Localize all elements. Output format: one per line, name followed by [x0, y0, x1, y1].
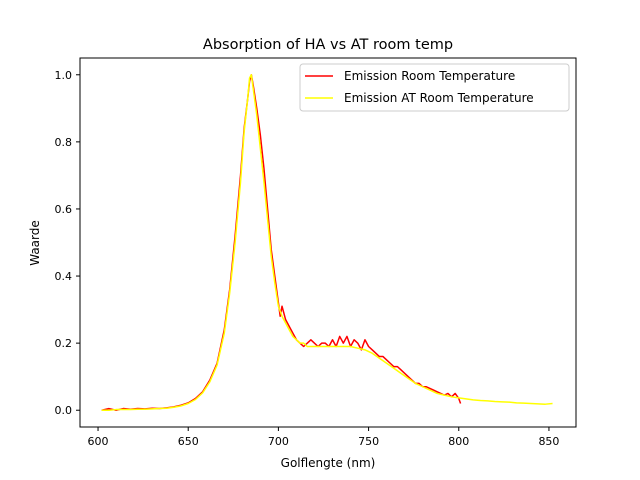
x-tick-label: 850	[538, 435, 559, 448]
x-axis-label: Golflengte (nm)	[281, 456, 376, 470]
legend-label-2: Emission AT Room Temperature	[344, 91, 534, 105]
chart-title: Absorption of HA vs AT room temp	[203, 37, 453, 53]
x-axis: 600 650 700 750 800 850	[88, 427, 559, 448]
legend-box	[299, 63, 570, 112]
series-line-1	[101, 74, 462, 411]
x-tick-label: 750	[358, 435, 379, 448]
y-tick-label: 0.2	[55, 337, 73, 350]
plot-frame	[79, 57, 577, 428]
y-axis-label: Waarde	[28, 220, 42, 266]
plot-lines	[101, 74, 553, 411]
x-tick-label: 600	[88, 435, 109, 448]
legend: Emission Room Temperature Emission AT Roo…	[299, 63, 570, 112]
x-tick-label: 800	[448, 435, 469, 448]
y-tick-label: 1.0	[55, 69, 73, 82]
y-tick-label: 0.8	[55, 136, 73, 149]
series-line-2	[101, 74, 553, 411]
y-tick-label: 0.0	[55, 404, 73, 417]
y-tick-label: 0.6	[55, 203, 73, 216]
x-tick-label: 650	[178, 435, 199, 448]
x-tick-label: 700	[268, 435, 289, 448]
y-axis: 0.0 0.2 0.4 0.6 0.8 1.0	[55, 69, 80, 417]
legend-label-1: Emission Room Temperature	[344, 69, 515, 83]
y-tick-label: 0.4	[55, 270, 73, 283]
